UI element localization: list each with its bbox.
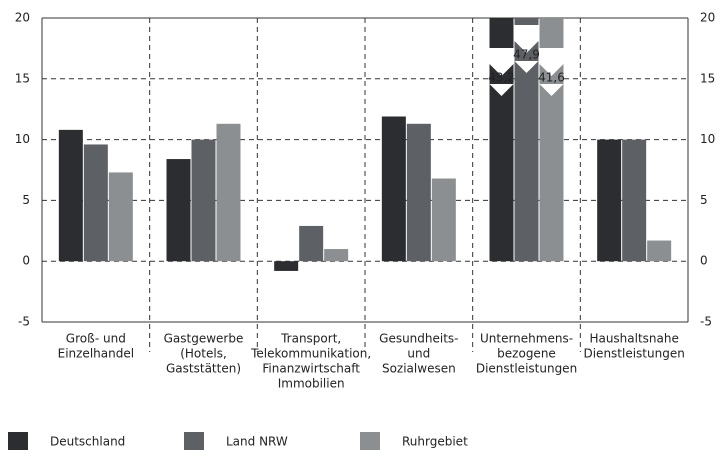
y-tick-label: 0 bbox=[22, 254, 30, 268]
value-label: 43,2 bbox=[488, 71, 515, 85]
x-tick-label: Gesundheits- bbox=[379, 332, 458, 346]
bar bbox=[406, 123, 431, 262]
y2-tick-label: 10 bbox=[700, 132, 715, 146]
value-label: 47,9 bbox=[513, 48, 540, 62]
legend-swatch bbox=[360, 432, 380, 450]
y-tick-label: 15 bbox=[15, 71, 30, 85]
bar bbox=[647, 240, 672, 262]
legend-swatch bbox=[184, 432, 204, 450]
y2-tick-label: 20 bbox=[700, 11, 715, 25]
bar bbox=[597, 139, 622, 262]
x-tick-label: Sozialwesen bbox=[382, 362, 456, 376]
x-tick-label: Transport, bbox=[280, 332, 341, 346]
legend-label: Ruhrgebiet bbox=[402, 435, 468, 449]
bar bbox=[431, 178, 456, 262]
bar bbox=[274, 261, 299, 271]
value-label-arrow bbox=[489, 48, 514, 96]
value-label-arrow bbox=[514, 25, 539, 73]
x-tick-label: und bbox=[407, 347, 430, 361]
x-tick-label: bezogene bbox=[497, 347, 556, 361]
x-tick-label: Finanzwirtschaft bbox=[262, 362, 360, 376]
y-tick-label: 5 bbox=[22, 193, 30, 207]
bar bbox=[514, 18, 539, 262]
legend-swatch bbox=[8, 432, 28, 450]
value-label: 41,6 bbox=[538, 71, 565, 85]
x-tick-label: Telekommunikation, bbox=[250, 347, 371, 361]
y-tick-label: 10 bbox=[15, 132, 30, 146]
bar bbox=[166, 159, 191, 262]
x-tick-label: Groß- und bbox=[66, 332, 126, 346]
bar bbox=[299, 225, 324, 262]
y-tick-label: -5 bbox=[18, 315, 30, 329]
bar bbox=[83, 144, 108, 262]
x-tick-label: Dienstleistungen bbox=[583, 347, 684, 361]
x-tick-label: Unternehmens- bbox=[480, 332, 573, 346]
bar bbox=[108, 172, 133, 262]
legend-label: Land NRW bbox=[226, 435, 288, 449]
bar bbox=[324, 249, 349, 262]
x-tick-label: Immobilien bbox=[278, 377, 345, 391]
y-tick-label: 20 bbox=[15, 11, 30, 25]
y2-tick-label: 0 bbox=[700, 254, 708, 268]
bar bbox=[216, 123, 241, 262]
bar bbox=[58, 129, 83, 262]
y2-tick-label: 15 bbox=[700, 71, 715, 85]
x-tick-label: (Hotels, bbox=[180, 347, 227, 361]
x-tick-label: Einzelhandel bbox=[58, 347, 134, 361]
y2-tick-label: -5 bbox=[700, 315, 712, 329]
x-tick-label: Dienstleistungen bbox=[476, 362, 577, 376]
value-label-arrow bbox=[539, 48, 564, 96]
bar bbox=[381, 116, 406, 262]
bar bbox=[622, 139, 647, 262]
y2-tick-label: 5 bbox=[700, 193, 708, 207]
bar bbox=[191, 139, 216, 262]
x-tick-label: Gastgewerbe bbox=[164, 332, 244, 346]
x-tick-label: Gaststätten) bbox=[166, 362, 241, 376]
legend-label: Deutschland bbox=[50, 435, 125, 449]
x-tick-label: Haushaltsnahe bbox=[589, 332, 678, 346]
